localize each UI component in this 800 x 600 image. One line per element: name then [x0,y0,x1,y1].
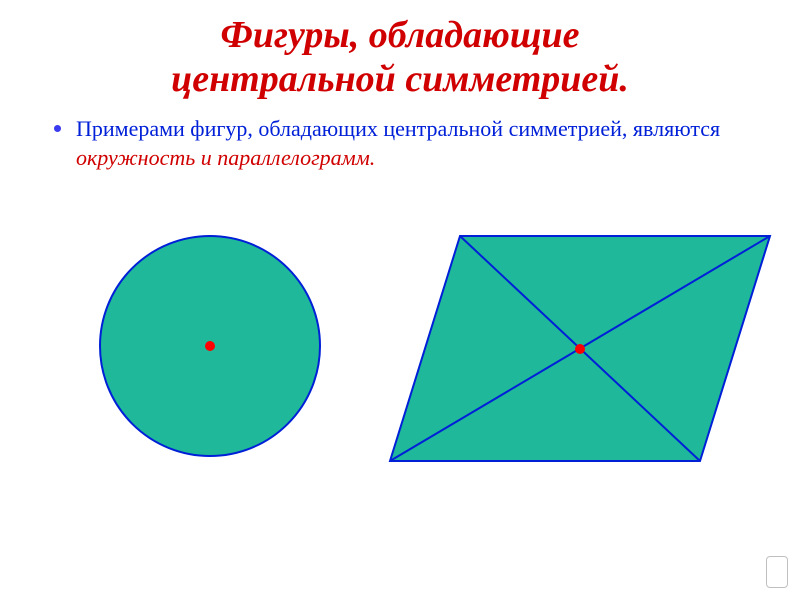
figures-area [0,181,800,541]
body-text-blue: Примерами фигур, обладающих центральной … [76,116,720,141]
parallelogram-center-dot [575,344,585,354]
title-line-2: центральной симметрией. [0,58,800,102]
body-text-red: окружность и параллелограмм. [76,145,375,170]
title-line-1: Фигуры, обладающие [0,14,800,58]
body-paragraph: Примерами фигур, обладающих центральной … [76,115,756,172]
figures-svg [0,181,800,541]
body-text: Примерами фигур, обладающих центральной … [0,101,800,180]
circle-center-dot [205,341,215,351]
next-slide-button[interactable] [766,556,788,588]
slide-title: Фигуры, обладающие центральной симметрие… [0,0,800,101]
bullet-icon [54,125,61,132]
